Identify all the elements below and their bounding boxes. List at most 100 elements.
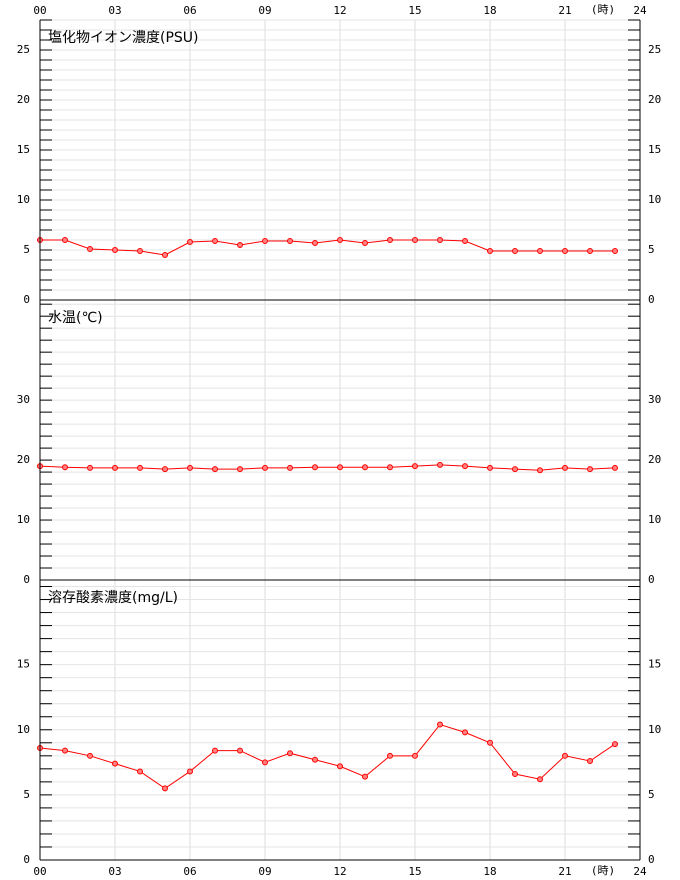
data-point — [362, 773, 368, 780]
data-point — [212, 238, 218, 244]
data-point — [487, 464, 493, 471]
x-tick-label: 12 — [333, 4, 346, 17]
x-tick-label: 12 — [333, 865, 346, 878]
data-point — [612, 741, 618, 748]
x-tick-label: 18 — [483, 4, 496, 17]
data-point — [437, 721, 443, 728]
data-point — [412, 752, 418, 759]
y-tick-label: 10 — [17, 193, 30, 206]
data-point — [87, 752, 93, 759]
data-point — [512, 466, 518, 473]
data-point — [487, 739, 493, 746]
data-point — [237, 466, 243, 473]
data-point — [62, 747, 68, 754]
x-unit: (時) — [591, 864, 615, 877]
data-point — [312, 756, 318, 763]
data-point — [562, 464, 568, 471]
x-tick-label: 18 — [483, 865, 496, 878]
data-point — [162, 252, 168, 258]
data-point — [187, 464, 193, 471]
data-point — [137, 248, 143, 254]
data-point — [362, 240, 368, 246]
data-point — [137, 464, 143, 471]
y-tick-label: 20 — [648, 453, 661, 466]
data-point — [87, 464, 93, 471]
data-point — [512, 248, 518, 254]
x-tick-label: 06 — [183, 865, 196, 878]
data-point — [612, 464, 618, 471]
data-point — [587, 758, 593, 765]
data-point — [337, 464, 343, 471]
data-point — [62, 237, 68, 243]
data-point — [237, 242, 243, 248]
data-point — [537, 467, 543, 474]
data-point — [562, 248, 568, 254]
data-point — [412, 237, 418, 243]
x-tick-label: 21 — [558, 865, 571, 878]
data-point — [387, 752, 393, 759]
x-tick-label: 03 — [108, 4, 121, 17]
panel-title: 水温(℃) — [48, 310, 103, 326]
y-tick-label: 0 — [648, 853, 655, 866]
x-tick-label: 09 — [258, 865, 271, 878]
data-point — [387, 464, 393, 471]
data-point — [87, 246, 93, 252]
data-point — [462, 729, 468, 736]
x-tick-label: 06 — [183, 4, 196, 17]
data-point — [312, 240, 318, 246]
y-tick-label: 5 — [648, 788, 655, 801]
data-point — [62, 464, 68, 471]
data-line — [39, 723, 616, 789]
data-point — [162, 466, 168, 473]
data-point — [337, 763, 343, 770]
y-tick-label: 0 — [23, 853, 30, 866]
y-tick-label: 0 — [648, 293, 655, 306]
data-point — [412, 463, 418, 470]
data-point — [187, 768, 193, 775]
y-tick-label: 5 — [648, 243, 655, 256]
data-point — [162, 785, 168, 792]
data-line — [40, 239, 615, 256]
y-tick-label: 15 — [648, 658, 661, 671]
y-tick-label: 0 — [23, 573, 30, 586]
data-point — [487, 248, 493, 254]
panel-title: 溶存酸素濃度(mg/L) — [48, 590, 178, 606]
y-tick-label: 15 — [648, 143, 661, 156]
y-tick-label: 15 — [17, 143, 30, 156]
data-point — [312, 464, 318, 471]
y-tick-label: 25 — [648, 43, 661, 56]
data-point — [187, 239, 193, 245]
data-point — [562, 752, 568, 759]
y-tick-label: 0 — [23, 293, 30, 306]
data-point — [137, 768, 143, 775]
data-point — [437, 461, 443, 468]
y-tick-label: 10 — [17, 513, 30, 526]
data-point — [387, 237, 393, 243]
data-point — [437, 237, 443, 243]
y-tick-label: 20 — [17, 93, 30, 106]
y-tick-label: 5 — [23, 243, 30, 256]
data-point — [337, 237, 343, 243]
data-point — [287, 750, 293, 757]
y-tick-label: 10 — [648, 193, 661, 206]
y-tick-label: 15 — [17, 658, 30, 671]
y-tick-label: 20 — [17, 453, 30, 466]
x-tick-label: 00 — [33, 4, 46, 17]
x-tick-label: 24 — [633, 865, 647, 878]
data-point — [462, 238, 468, 244]
data-point — [537, 248, 543, 254]
data-point — [262, 238, 268, 244]
y-tick-label: 0 — [648, 573, 655, 586]
data-point — [212, 466, 218, 473]
y-tick-label: 5 — [23, 788, 30, 801]
y-tick-label: 25 — [17, 43, 30, 56]
x-tick-label: 03 — [108, 865, 121, 878]
data-point — [587, 466, 593, 473]
y-tick-label: 30 — [648, 393, 661, 406]
x-unit: (時) — [591, 3, 615, 16]
data-point — [362, 464, 368, 471]
data-line — [39, 464, 616, 471]
data-point — [212, 747, 218, 754]
